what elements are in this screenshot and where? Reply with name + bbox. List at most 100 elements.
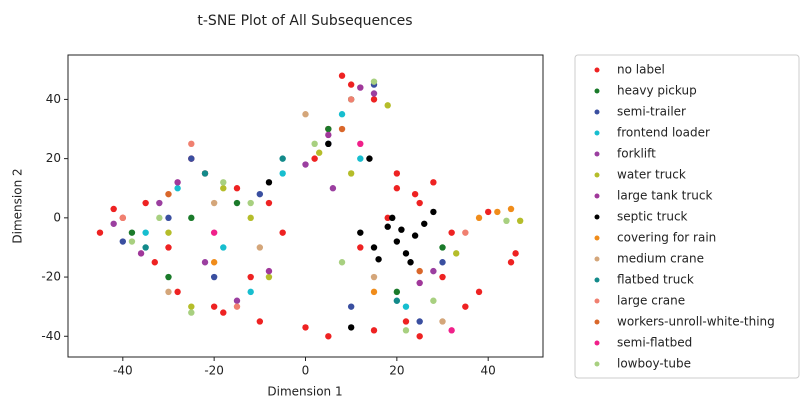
point: [357, 155, 364, 162]
point: [389, 214, 396, 222]
point: [384, 214, 391, 222]
point: [188, 309, 195, 316]
legend-marker: [594, 172, 600, 178]
point: [393, 170, 401, 177]
x-tick-label: 40: [481, 364, 496, 378]
point: [165, 288, 172, 296]
point: [370, 327, 378, 334]
point: [165, 244, 172, 251]
point: [142, 199, 149, 207]
point: [311, 155, 318, 162]
y-tick-label: -40: [41, 329, 61, 343]
point: [507, 205, 515, 213]
point: [233, 297, 241, 304]
point: [393, 185, 401, 192]
point: [96, 229, 104, 236]
point: [165, 214, 172, 222]
point: [201, 170, 209, 177]
legend-label: workers-unroll-white-thing: [617, 315, 775, 329]
legend-label: semi-trailer: [617, 105, 686, 119]
point: [439, 273, 446, 281]
point: [256, 190, 264, 198]
legend-label: forklift: [617, 147, 656, 161]
legend-marker: [594, 361, 600, 367]
legend-label: water truck: [617, 168, 686, 182]
point: [119, 214, 127, 222]
point: [448, 327, 455, 334]
point: [475, 214, 483, 222]
point: [233, 185, 241, 192]
point: [201, 259, 209, 266]
point: [256, 244, 264, 251]
legend-label: no label: [617, 63, 665, 77]
point: [484, 208, 492, 216]
point: [430, 267, 437, 275]
legend-marker: [594, 319, 600, 325]
point: [393, 288, 401, 296]
point: [188, 214, 195, 222]
point: [233, 199, 241, 207]
y-tick-label: 40: [46, 92, 61, 106]
point: [220, 179, 227, 186]
point: [128, 238, 136, 245]
x-tick-label: 0: [302, 364, 310, 378]
point: [174, 179, 181, 186]
legend-marker: [594, 67, 600, 73]
point: [516, 217, 524, 225]
point: [357, 140, 364, 148]
legend-marker: [594, 235, 600, 241]
x-tick-label: -20: [204, 364, 224, 378]
point: [370, 78, 378, 85]
point: [370, 96, 378, 103]
legend-label: large crane: [617, 294, 685, 308]
point: [165, 190, 172, 198]
legend-marker: [594, 193, 600, 199]
y-tick-label: -20: [41, 270, 61, 284]
point: [439, 244, 446, 251]
legend-marker: [594, 340, 600, 346]
point: [188, 140, 195, 148]
point: [416, 333, 423, 340]
point: [220, 185, 227, 192]
point: [302, 161, 309, 168]
chart-title: t-SNE Plot of All Subsequences: [197, 13, 412, 29]
point: [188, 303, 195, 310]
point: [325, 125, 332, 133]
point: [316, 149, 323, 156]
point: [302, 111, 309, 118]
y-tick-label: 20: [46, 151, 61, 165]
point: [503, 217, 510, 225]
point: [384, 223, 391, 230]
point: [325, 131, 332, 139]
point: [279, 229, 286, 236]
point: [210, 259, 218, 266]
point: [311, 140, 318, 148]
point: [142, 229, 149, 236]
point: [325, 333, 332, 340]
point: [370, 90, 378, 97]
point: [347, 324, 355, 331]
point: [156, 199, 163, 207]
legend-box: [574, 54, 800, 379]
point: [128, 229, 136, 236]
legend-label: medium crane: [617, 252, 704, 266]
point: [416, 318, 423, 325]
point: [357, 244, 364, 251]
point: [279, 170, 286, 177]
point: [453, 250, 460, 257]
point: [448, 229, 455, 236]
legend-marker: [594, 277, 600, 283]
point: [233, 303, 241, 310]
legend-marker: [594, 298, 600, 304]
point: [357, 84, 364, 91]
legend-label: frontend loader: [617, 126, 710, 140]
point: [475, 288, 483, 296]
point: [375, 256, 382, 263]
point: [247, 214, 254, 222]
point: [370, 288, 378, 296]
point: [430, 179, 437, 186]
point: [338, 259, 346, 266]
legend-label: lowboy-tube: [617, 357, 691, 371]
